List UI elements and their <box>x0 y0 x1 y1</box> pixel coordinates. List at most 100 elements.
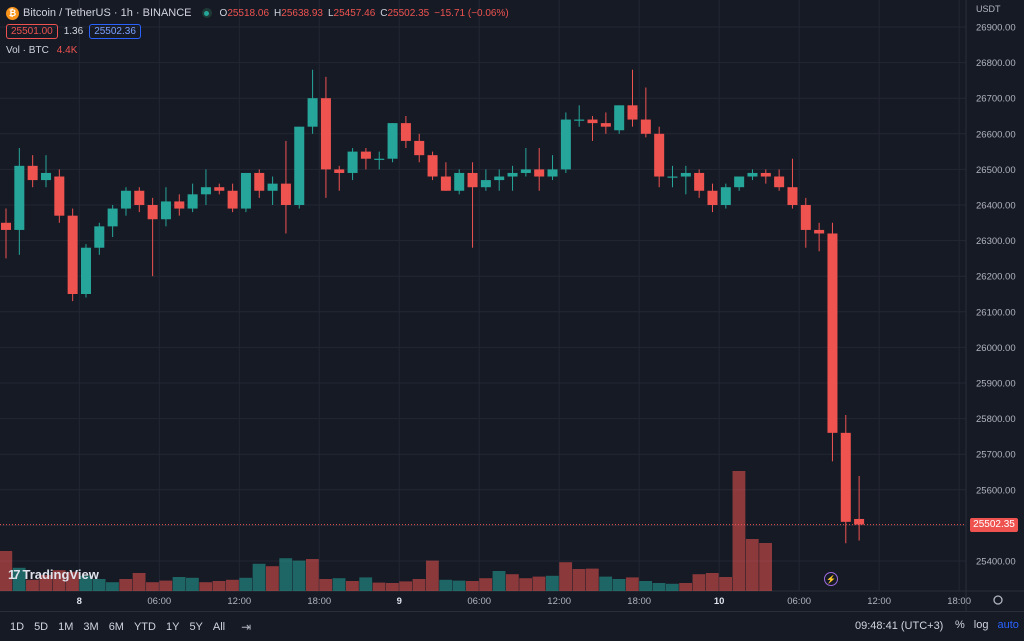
range-3m[interactable]: 3M <box>83 620 99 633</box>
timezone-clock[interactable]: 09:48:41 (UTC+3) <box>855 620 944 632</box>
flash-icon[interactable]: ⚡ <box>824 572 838 586</box>
range-ytd[interactable]: YTD <box>133 620 156 633</box>
range-1d[interactable]: 1D <box>10 620 25 633</box>
volume-bar <box>479 578 493 591</box>
candle-body <box>54 176 65 216</box>
candle-body <box>587 119 598 124</box>
candle-body <box>120 190 131 209</box>
volume-bar <box>226 579 239 591</box>
candle-body <box>600 123 611 127</box>
volume-indicator-legend[interactable]: Vol · BTC 4.4K <box>6 45 77 56</box>
percent-scale-toggle[interactable]: % <box>955 619 965 631</box>
candle-body <box>707 190 718 205</box>
y-tick-label: 25900.00 <box>976 379 1016 390</box>
settings-gear-icon[interactable] <box>993 595 1003 605</box>
volume-bar <box>465 581 479 591</box>
y-tick-label: 26700.00 <box>976 94 1016 105</box>
volume-bar <box>119 579 133 591</box>
volume-bar <box>719 577 733 591</box>
x-tick-label: 06:00 <box>467 596 491 607</box>
bottom-toolbar: 1D 5D 1M 3M 6M YTD 1Y 5Y All ⇥ 09:48:41 … <box>0 611 1024 641</box>
tradingview-wordmark: TradingView <box>22 567 99 582</box>
volume-bar <box>359 577 373 591</box>
volume-bar <box>425 560 439 591</box>
candle-body <box>174 201 185 209</box>
candle-body <box>454 172 465 191</box>
calendar-range-icon[interactable]: ⇥ <box>241 619 252 634</box>
ohlc-close: C25502.35 <box>380 7 430 19</box>
volume-bar <box>146 582 159 591</box>
buy-price-button[interactable]: 25502.36 <box>89 24 141 39</box>
volume-bar <box>106 582 119 591</box>
candle-body <box>467 172 478 188</box>
candle-body <box>267 183 278 191</box>
tradingview-logo[interactable]: 17 TradingView <box>8 567 99 582</box>
volume-bar <box>639 581 653 591</box>
x-tick-label: 9 <box>397 596 402 607</box>
volume-bar <box>559 562 573 591</box>
y-tick-label: 25700.00 <box>976 450 1016 461</box>
candle-body <box>40 172 51 181</box>
bitcoin-coin-icon: ₿ <box>6 6 19 20</box>
candle-body <box>774 176 785 188</box>
candle-body <box>334 169 345 173</box>
volume-bar <box>385 583 399 591</box>
trade-buttons: 25501.00 1.36 25502.36 <box>6 24 141 39</box>
volume-bar <box>0 551 13 591</box>
volume-bar <box>452 580 466 591</box>
market-open-status-icon <box>201 8 212 18</box>
volume-bar <box>52 570 66 591</box>
auto-scale-toggle[interactable]: auto <box>997 619 1019 631</box>
candle-body <box>254 172 265 191</box>
candle-body <box>654 133 665 177</box>
volume-bar <box>599 576 613 591</box>
y-tick-label: 26000.00 <box>976 343 1016 354</box>
currency-selector[interactable]: USDT <box>976 4 1001 14</box>
y-tick-label: 26300.00 <box>976 236 1016 247</box>
range-1y[interactable]: 1Y <box>165 620 180 633</box>
range-5d[interactable]: 5D <box>34 620 49 633</box>
candle-body <box>494 176 505 181</box>
sell-price-button[interactable]: 25501.00 <box>6 24 58 39</box>
volume-bar <box>679 583 693 591</box>
volume-bar <box>199 582 213 591</box>
candle-body <box>694 172 705 191</box>
symbol-title[interactable]: Bitcoin / TetherUS · 1h · BINANCE <box>23 7 192 19</box>
y-tick-label: 26900.00 <box>976 23 1016 34</box>
ohlc-high: H25638.93 <box>274 7 323 19</box>
volume-bar <box>345 581 359 591</box>
candle-body <box>187 194 198 209</box>
volume-bar <box>399 581 413 591</box>
candle-body <box>307 98 318 127</box>
candle-body <box>854 518 865 525</box>
volume-bar <box>412 579 426 591</box>
y-tick-label: 26500.00 <box>976 165 1016 176</box>
volume-bar <box>292 560 306 591</box>
volume-bar <box>172 577 186 591</box>
volume-bar <box>186 577 199 591</box>
volume-bar <box>492 571 506 591</box>
volume-bar <box>625 577 639 591</box>
range-5y[interactable]: 5Y <box>189 620 203 633</box>
ohlc-values: O25518.06 H25638.93 L25457.46 C25502.35 … <box>220 8 509 19</box>
candle-body <box>94 226 105 248</box>
volume-bar <box>212 581 226 591</box>
y-tick-label: 25400.00 <box>976 557 1016 568</box>
volume-bar <box>532 576 546 591</box>
candle-body <box>614 105 625 131</box>
candle-body <box>840 432 851 522</box>
log-scale-toggle[interactable]: log <box>973 619 989 631</box>
x-tick-label: 12:00 <box>227 596 251 607</box>
candle-body <box>240 172 251 209</box>
volume-bar <box>745 539 759 591</box>
range-1m[interactable]: 1M <box>58 620 74 633</box>
candle-body <box>574 119 585 121</box>
candle-body <box>27 165 38 181</box>
volume-bar <box>239 577 253 591</box>
spread-value: 1.36 <box>63 26 84 37</box>
range-all[interactable]: All <box>212 620 226 633</box>
volume-bar <box>79 575 93 591</box>
x-tick-label: 06:00 <box>147 596 171 607</box>
range-6m[interactable]: 6M <box>108 620 124 633</box>
